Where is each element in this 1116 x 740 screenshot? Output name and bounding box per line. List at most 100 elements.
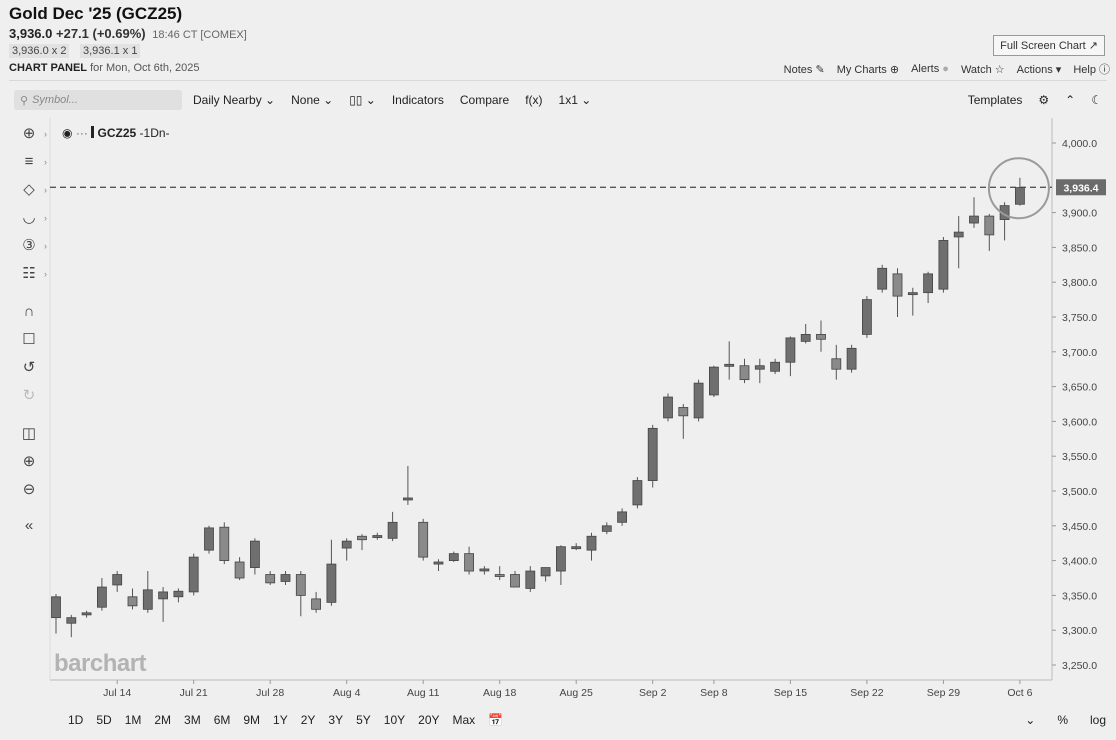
shapes-icon: ◇ bbox=[23, 181, 35, 198]
y-tick-label: 3,600.0 bbox=[1062, 416, 1097, 428]
highlight-circle bbox=[987, 157, 1050, 220]
candle-body bbox=[448, 553, 459, 562]
lock-button[interactable]: ☐ bbox=[14, 330, 44, 350]
candle-body bbox=[571, 546, 582, 550]
curve-icon: ◡ bbox=[22, 209, 36, 226]
chevron-right-icon: › bbox=[44, 157, 47, 167]
bid-quote: 3,936.0 x 2 bbox=[9, 44, 70, 58]
x-tick-label: Aug 25 bbox=[560, 687, 593, 699]
moon-icon[interactable]: ☾ bbox=[1091, 93, 1102, 107]
counter-tool-button[interactable]: ③ › bbox=[14, 236, 47, 256]
double-chevron-up-icon[interactable]: ⌃ bbox=[1065, 93, 1076, 107]
aggregation-dropdown[interactable]: Daily Nearby ⌄ bbox=[193, 93, 275, 107]
y-tick-label: 3,900.0 bbox=[1062, 208, 1097, 220]
templates-button[interactable]: Templates bbox=[967, 93, 1023, 107]
range-button-3m[interactable]: 3M bbox=[184, 713, 201, 727]
watch-button[interactable]: Watch ☆ bbox=[961, 63, 1005, 76]
magnet-button[interactable]: ∩ bbox=[14, 302, 44, 322]
zoom-out-button[interactable]: ⊖ bbox=[14, 480, 44, 500]
range-button-2y[interactable]: 2Y bbox=[300, 713, 316, 727]
actions-menu[interactable]: Actions ▾ bbox=[1017, 63, 1062, 76]
x-tick-label: Jul 14 bbox=[103, 687, 131, 699]
candle-body bbox=[142, 589, 153, 610]
candle-body bbox=[724, 363, 735, 367]
barchart-logo: barchart bbox=[54, 650, 147, 677]
my-charts-button[interactable]: My Charts ⊕ bbox=[837, 63, 899, 76]
help-button[interactable]: Help ⓘ bbox=[1073, 61, 1110, 77]
range-button-10y[interactable]: 10Y bbox=[383, 713, 406, 727]
range-button-20y[interactable]: 20Y bbox=[418, 713, 440, 727]
magnet-icon: ∩ bbox=[23, 303, 35, 320]
undo-button[interactable]: ↺ bbox=[14, 358, 44, 378]
candle-body bbox=[234, 561, 245, 579]
candle-body bbox=[831, 358, 842, 370]
y-tick-label: 3,450.0 bbox=[1062, 521, 1097, 533]
notes-button[interactable]: Notes ✎ bbox=[784, 63, 825, 76]
overlay-dropdown[interactable]: None ⌄ bbox=[291, 93, 333, 107]
candle-body bbox=[97, 586, 107, 608]
y-tick-label: 3,350.0 bbox=[1062, 590, 1097, 602]
price-row: 3,936.0 +27.1 (+0.69%) 18:46 CT [COMEX] bbox=[9, 26, 247, 41]
range-button-3y[interactable]: 3Y bbox=[328, 713, 344, 727]
range-button-max[interactable]: Max bbox=[452, 713, 476, 727]
candle-body bbox=[127, 596, 138, 607]
gear-icon[interactable]: ⚙ bbox=[1038, 93, 1050, 107]
range-button-9m[interactable]: 9M bbox=[243, 713, 261, 727]
panel-title: CHART PANEL bbox=[9, 62, 88, 74]
double-chevron-down-icon[interactable]: ⌄ bbox=[1025, 713, 1036, 727]
shapes-tool-button[interactable]: ◇ › bbox=[14, 180, 47, 200]
candle-body bbox=[877, 267, 888, 290]
search-placeholder: Symbol... bbox=[32, 94, 78, 106]
log-scale-button[interactable]: log bbox=[1089, 713, 1106, 727]
calendar-icon[interactable]: 📅 bbox=[488, 713, 504, 727]
range-button-5y[interactable]: 5Y bbox=[356, 713, 371, 727]
header-actions: Notes ✎ My Charts ⊕ Alerts ● Watch ☆ Act… bbox=[784, 61, 1110, 77]
range-button-1d[interactable]: 1D bbox=[68, 713, 84, 727]
candle-body bbox=[632, 480, 643, 506]
candle-body bbox=[173, 590, 184, 598]
legend-symbol: GCZ25 bbox=[97, 126, 137, 140]
y-tick-label: 3,550.0 bbox=[1062, 451, 1097, 463]
candle-body bbox=[556, 546, 566, 572]
plus-circle-icon: ⊕ bbox=[889, 63, 900, 76]
function-button[interactable]: f(x) bbox=[525, 93, 543, 107]
crosshair-icon: ⊕ bbox=[22, 125, 36, 142]
range-button-1y[interactable]: 1Y bbox=[273, 713, 288, 727]
chevron-right-icon: › bbox=[44, 241, 47, 251]
aggregation-label: Daily Nearby bbox=[193, 93, 262, 107]
candlestick-type-icon: ▯▯ bbox=[349, 93, 363, 107]
range-button-6m[interactable]: 6M bbox=[213, 713, 231, 727]
pattern-tool-button[interactable]: ☷ › bbox=[14, 264, 47, 284]
candle-body bbox=[754, 365, 765, 370]
full-screen-chart-button[interactable]: Full Screen Chart ↗ bbox=[993, 35, 1105, 56]
indicators-button[interactable]: Indicators bbox=[391, 93, 444, 107]
caret-down-icon: ▾ bbox=[1055, 63, 1062, 76]
alerts-button[interactable]: Alerts ● bbox=[911, 63, 949, 75]
symbol-search-input[interactable]: ⚲ Symbol... bbox=[14, 90, 182, 110]
candle-body bbox=[647, 427, 658, 481]
eye-icon[interactable]: ◉ bbox=[62, 126, 73, 140]
crosshair-tool-button[interactable]: ⊕ › bbox=[14, 124, 47, 144]
more-icon[interactable]: ··· bbox=[75, 126, 88, 140]
range-button-1m[interactable]: 1M bbox=[124, 713, 142, 727]
candle-body bbox=[464, 553, 475, 572]
range-button-2m[interactable]: 2M bbox=[154, 713, 172, 727]
layout-dropdown[interactable]: 1x1 ⌄ bbox=[559, 93, 592, 107]
time-exchange: 18:46 CT [COMEX] bbox=[152, 29, 247, 41]
compare-button[interactable]: Compare bbox=[459, 93, 510, 107]
collapse-sidebar-button[interactable]: « bbox=[14, 516, 44, 536]
fibonacci-tool-button[interactable]: ≡ › bbox=[14, 152, 47, 172]
y-tick-label: 3,250.0 bbox=[1062, 660, 1097, 672]
redo-button[interactable]: ↻ bbox=[14, 386, 44, 406]
chart-type-dropdown[interactable]: ▯▯ ⌄ bbox=[349, 93, 376, 107]
range-button-5d[interactable]: 5D bbox=[96, 713, 112, 727]
percent-scale-button[interactable]: % bbox=[1057, 713, 1068, 727]
candle-body bbox=[923, 273, 933, 294]
zoom-in-button[interactable]: ⊕ bbox=[14, 452, 44, 472]
candle-body bbox=[663, 396, 673, 419]
delete-drawings-button[interactable]: ◫ bbox=[14, 424, 44, 444]
curve-tool-button[interactable]: ◡ › bbox=[14, 208, 47, 228]
scale-options: ⌄ % log bbox=[1025, 713, 1106, 727]
star-icon: ☆ bbox=[994, 63, 1005, 76]
